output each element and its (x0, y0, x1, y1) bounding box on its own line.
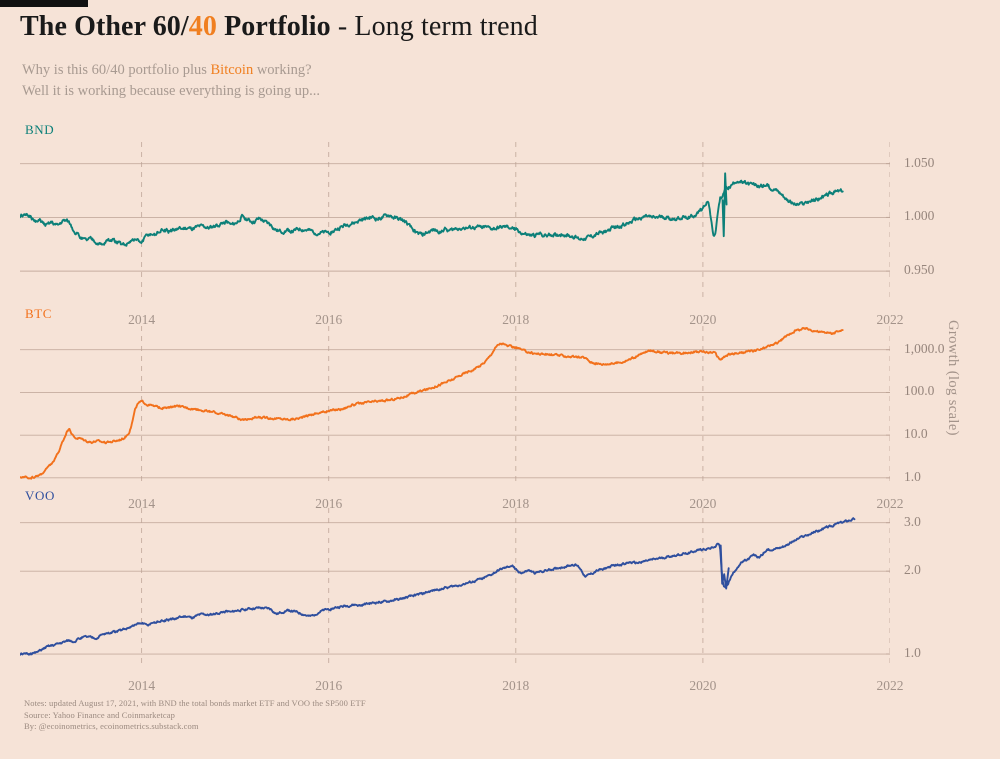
xtick-label: 2016 (315, 678, 343, 693)
panel-btc: BTC 2014 2016 2018 2020 2022 1.0 10.0 100.0 1,0… (0, 306, 1000, 511)
ytick-label: 1,000.0 (904, 340, 945, 356)
subtitle-bitcoin-word: Bitcoin (210, 62, 254, 78)
page-title: The Other 60/40 Portfolio - Long term tr… (20, 11, 538, 43)
ytick-label: 1.000 (904, 208, 935, 224)
ytick-label: 1.0 (904, 468, 921, 484)
footer-by-line: By: @ecoinometrics, ecoinometrics.substa… (24, 721, 199, 731)
xtick-label: 2022 (876, 312, 904, 327)
xtick-label: 2018 (502, 312, 530, 327)
title-main: The Other 60/ (20, 11, 189, 42)
title-main2: Portfolio (216, 11, 331, 42)
xtick-label: 2020 (689, 312, 717, 327)
panel-voo: VOO 2014 2016 2018 2020 2022 1.0 2.0 3.0 (0, 488, 1000, 693)
xtick-label: 2014 (128, 496, 156, 511)
subtitle-line-1: Why is this 60/40 portfolio plus Bitcoin… (22, 60, 320, 81)
ytick-label: 10.0 (904, 426, 928, 442)
ytick-label: 2.0 (904, 562, 921, 578)
plot-area-btc (20, 324, 890, 482)
subtitle: Why is this 60/40 portfolio plus Bitcoin… (22, 60, 320, 101)
ytick-label: 1.050 (904, 154, 935, 170)
xtick-label: 2014 (128, 312, 156, 327)
subtitle-line-1a: Why is this 60/40 portfolio plus (22, 62, 211, 78)
xtick-label: 2020 (689, 496, 717, 511)
title-subtitle: Long term trend (354, 11, 538, 42)
title-accent: 40 (188, 11, 217, 42)
ytick-label: 0.950 (904, 262, 935, 278)
plot-area-bnd (20, 140, 890, 298)
ytick-label: 3.0 (904, 513, 921, 529)
xtick-label: 2022 (876, 496, 904, 511)
panel-label-voo: VOO (25, 488, 55, 503)
footer-source-line: Source: Yahoo Finance and Coinmarketcap (24, 709, 175, 720)
ytick-label: 1.0 (904, 645, 921, 661)
subtitle-line-2: Well it is working because everything is… (22, 82, 321, 99)
xtick-label: 2022 (876, 678, 904, 693)
plot-area-voo (20, 506, 890, 664)
xtick-label: 2018 (502, 496, 530, 511)
xtick-label: 2016 (315, 496, 343, 511)
title-separator: - (330, 11, 355, 42)
xtick-label: 2018 (502, 678, 530, 693)
top-accent-bar (0, 0, 88, 7)
panel-label-btc: BTC (25, 306, 53, 321)
yaxis-title-growth: Growth (log scale) (945, 320, 961, 436)
subtitle-line-1c: working? (253, 62, 312, 78)
footer-notes-line: Notes: updated August 17, 2021, with BND… (24, 698, 366, 708)
xtick-label: 2020 (689, 678, 717, 693)
panel-bnd: BND 2014 2016 2018 2020 2022 0.950 1.000 1.050 (0, 122, 1000, 327)
ytick-label: 100.0 (904, 383, 935, 399)
footer-notes: Notes: updated August 17, 2021, with BND… (24, 698, 366, 733)
xtick-label: 2016 (315, 312, 343, 327)
xtick-label: 2014 (128, 678, 156, 693)
panel-label-bnd: BND (25, 122, 55, 137)
